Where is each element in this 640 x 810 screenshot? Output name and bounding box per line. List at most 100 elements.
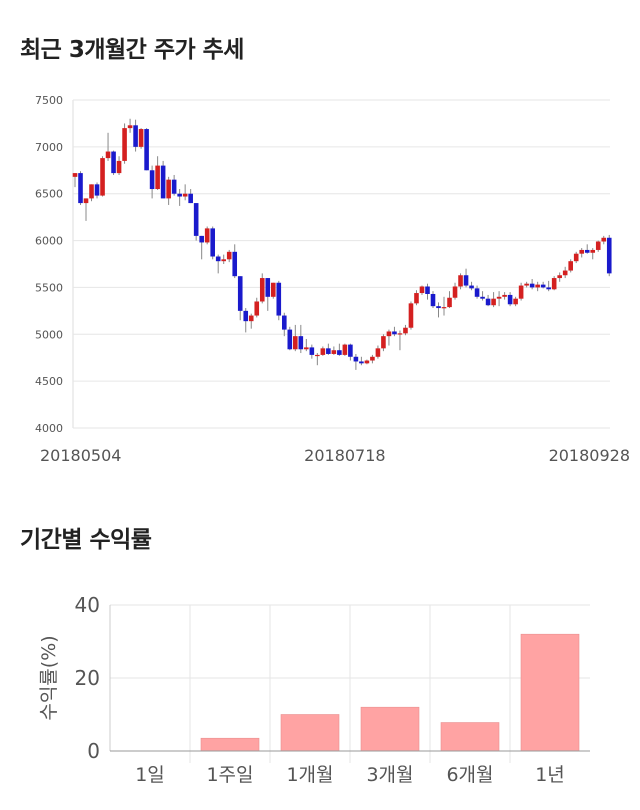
candle-body <box>430 293 436 307</box>
x-tick-label: 3개월 <box>366 764 413 786</box>
candle-body <box>562 270 568 276</box>
candle-body <box>414 293 419 304</box>
candle-body <box>304 347 309 350</box>
candle-body <box>469 285 474 289</box>
y-tick-label: 7500 <box>35 94 63 107</box>
x-tick-label: 6개월 <box>446 764 493 786</box>
candle-body <box>133 125 138 147</box>
candle-body <box>100 158 105 196</box>
candle-body <box>149 170 155 190</box>
candle-body <box>210 228 215 257</box>
candle-body <box>524 283 529 286</box>
y-tick-label: 6500 <box>35 188 63 201</box>
candle-body <box>182 193 188 197</box>
candle-body <box>535 284 540 288</box>
candle-body <box>447 297 452 308</box>
candle-body <box>94 184 100 196</box>
candle-body <box>171 179 177 194</box>
candle-body <box>293 336 298 350</box>
candle-body <box>386 331 392 337</box>
candle-body <box>436 306 441 309</box>
y-tick-label: 20 <box>75 666 100 690</box>
return-bar <box>520 633 580 752</box>
candle-body <box>353 356 359 362</box>
candle-body <box>122 128 127 161</box>
y-tick-label: 4500 <box>35 375 63 388</box>
candle-body <box>458 275 463 287</box>
candle-body <box>518 285 524 299</box>
candle-body <box>584 249 590 253</box>
candle-body <box>276 282 282 316</box>
candle-body <box>513 298 518 305</box>
candlestick-chart: 7500 7000 6500 6000 5500 5000 4500 4000 20180504… <box>35 94 630 465</box>
y-tick-label: 40 <box>75 593 100 617</box>
candle-body <box>259 278 265 302</box>
return-bar <box>440 722 500 752</box>
candle-body <box>419 286 425 294</box>
candle-body <box>243 310 249 322</box>
candle-body <box>568 261 573 271</box>
candle-body <box>425 286 430 294</box>
candle-body <box>315 354 320 357</box>
candle-body <box>485 298 491 306</box>
candle-body <box>364 360 370 364</box>
candle-body <box>502 294 507 297</box>
x-tick-label: 20180504 <box>40 446 121 465</box>
candle-body <box>370 356 375 361</box>
price-trend-title: 최근 3개월간 주가 추세 <box>20 37 244 63</box>
candle-body <box>105 151 111 159</box>
candle-body <box>232 251 238 277</box>
return-bar <box>280 714 340 752</box>
candle-body <box>529 283 535 288</box>
candle-body <box>326 348 331 354</box>
candle-body <box>359 361 364 364</box>
return-bar <box>360 706 420 752</box>
candle-body <box>480 296 485 299</box>
candle-body <box>83 198 89 204</box>
candle-body <box>507 294 513 305</box>
y-tick-label: 7000 <box>35 141 63 154</box>
y-tick-label: 6000 <box>35 235 63 248</box>
candle-body <box>595 241 601 250</box>
candle-body <box>397 333 403 335</box>
return-bar <box>200 737 260 752</box>
candle-body <box>298 336 304 350</box>
y-tick-label: 5500 <box>35 281 63 294</box>
candle-body <box>177 193 182 197</box>
candle-body <box>601 237 607 242</box>
candle-body <box>270 282 276 297</box>
y-tick-label: 4000 <box>35 422 63 435</box>
candle-body <box>221 259 227 262</box>
y-tick-label: 5000 <box>35 328 63 341</box>
candle-body <box>403 327 408 334</box>
candle-body <box>546 287 551 290</box>
candle-body <box>606 237 612 274</box>
candle-body <box>226 251 232 260</box>
candle-body <box>375 348 381 357</box>
candle-body <box>551 278 557 290</box>
candle-body <box>381 336 386 349</box>
candle-body <box>155 165 160 190</box>
candle-body <box>116 160 122 174</box>
candle-body <box>579 249 585 254</box>
candle-body <box>89 184 94 199</box>
candle-body <box>144 129 149 171</box>
x-tick-label: 20180928 <box>549 446 630 465</box>
candle-body <box>111 151 116 174</box>
candle-body <box>348 344 353 357</box>
candle-body <box>496 296 502 299</box>
candle-body <box>452 286 458 298</box>
candle-body <box>408 303 414 328</box>
candle-body <box>78 173 83 204</box>
x-tick-label: 20180718 <box>304 446 385 465</box>
candle-body <box>337 350 342 355</box>
candle-body <box>204 228 210 243</box>
candle-body <box>463 275 469 286</box>
candle-body <box>72 173 78 177</box>
candle-body <box>540 284 546 288</box>
candle-body <box>166 179 171 199</box>
candle-body <box>342 344 348 355</box>
candle-body <box>474 288 480 297</box>
y-tick-label: 0 <box>87 739 100 763</box>
candle-body <box>320 348 326 355</box>
